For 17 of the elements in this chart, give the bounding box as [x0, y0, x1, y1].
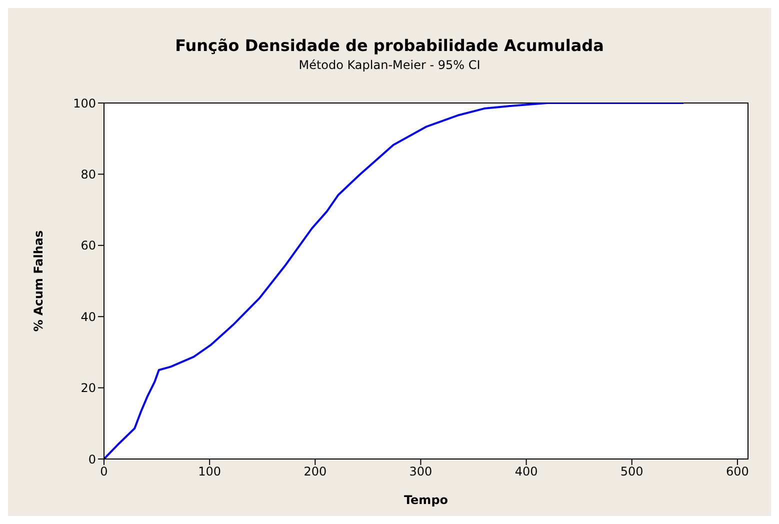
chart-subtitle: Método Kaplan-Meier - 95% CI	[298, 58, 482, 72]
x-tick-label: 200	[304, 464, 327, 479]
y-tick-label: 0	[88, 452, 96, 466]
x-tick-label: 400	[514, 464, 538, 479]
x-tick-label: 100	[198, 464, 222, 479]
x-axis-title: Tempo	[404, 493, 448, 507]
y-tick-label: 80	[80, 167, 96, 182]
x-tick-label: 0	[100, 464, 108, 479]
chart-title: Função Densidade de probabilidade Acumulada	[174, 36, 605, 55]
x-tick-label: 600	[726, 464, 749, 479]
y-tick-label: 100	[73, 96, 96, 110]
x-tick-label: 300	[409, 464, 432, 479]
y-tick-label: 40	[80, 310, 96, 324]
y-axis-title: % Acum Falhas	[31, 230, 46, 332]
y-tick-label: 60	[80, 238, 96, 253]
x-tick-label: 500	[620, 464, 644, 479]
y-tick-label: 20	[80, 381, 96, 396]
